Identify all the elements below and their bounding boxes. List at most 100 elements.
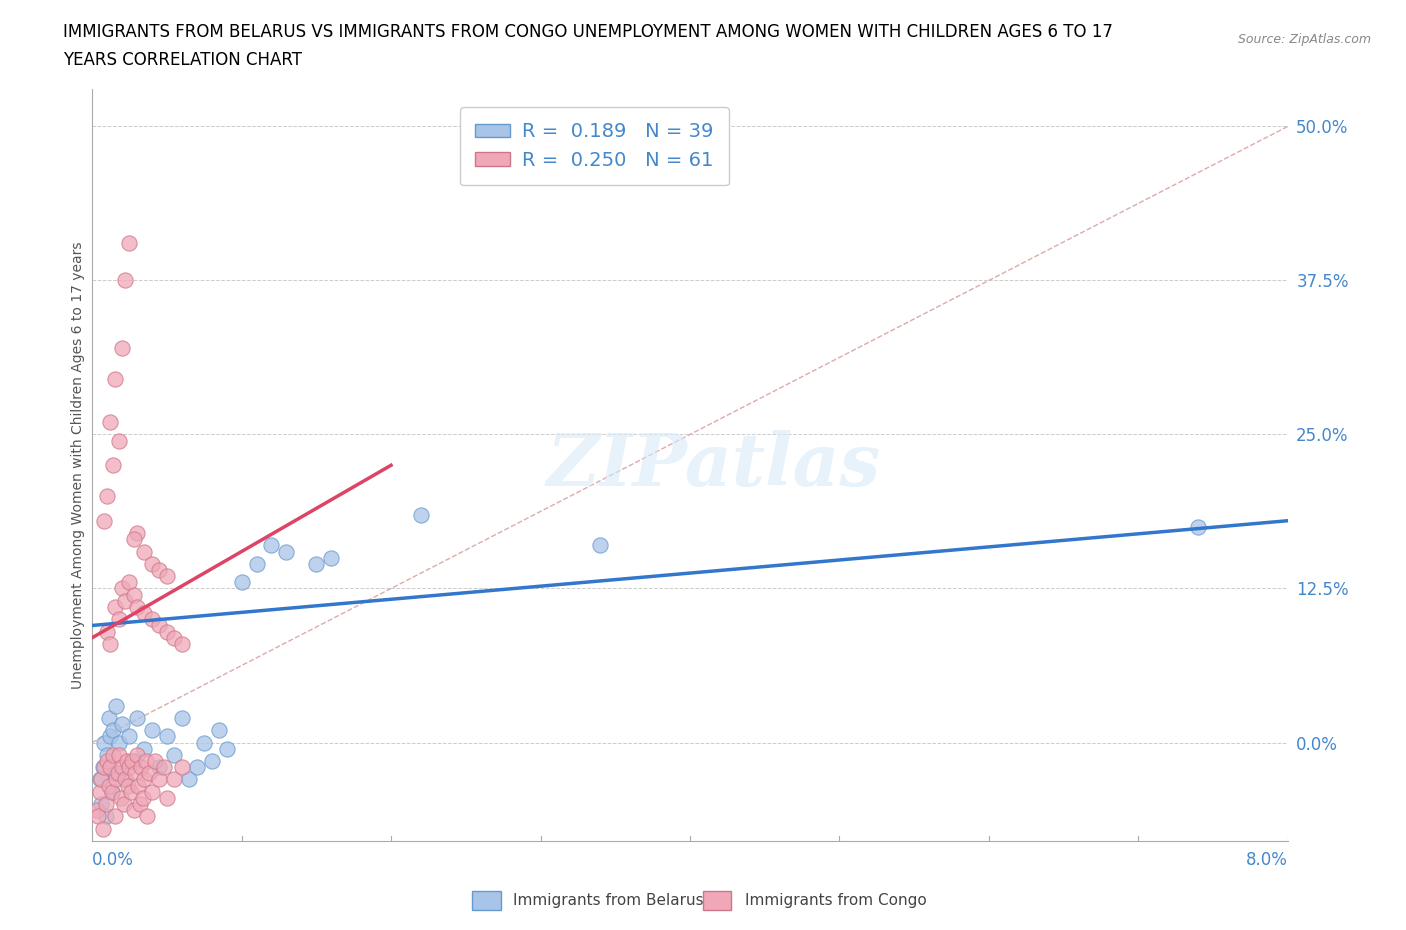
Point [97, 711, 120, 725]
Point [163, 631, 186, 645]
Legend: R =  0.189   N = 39, R =  0.250   N = 61: R = 0.189 N = 39, R = 0.250 N = 61 [460, 107, 728, 185]
Point [89, 772, 111, 787]
Point [231, 575, 253, 590]
Point [141, 612, 163, 627]
Point [122, 587, 145, 602]
Point [110, 790, 132, 805]
Point [131, 760, 153, 775]
Point [94, 797, 117, 812]
Point [103, 372, 125, 387]
Point [122, 803, 145, 817]
Point [105, 772, 128, 787]
Point [138, 766, 160, 781]
Point [124, 766, 146, 781]
Point [125, 711, 148, 725]
Point [114, 772, 136, 787]
Point [108, 735, 131, 750]
Point [98, 636, 121, 651]
Point [101, 748, 124, 763]
Point [98, 729, 121, 744]
Point [156, 569, 179, 584]
Point [101, 723, 124, 737]
Point [156, 790, 179, 805]
Point [91, 760, 114, 775]
Point [134, 772, 156, 787]
Point [96, 624, 118, 639]
Point [127, 778, 149, 793]
Point [136, 809, 159, 824]
Y-axis label: Unemployment Among Women with Children Ages 6 to 17 years: Unemployment Among Women with Children A… [72, 242, 86, 689]
Point [87, 809, 110, 824]
Point [105, 698, 128, 713]
Point [93, 760, 115, 775]
Point [114, 273, 136, 288]
Point [101, 458, 124, 472]
Point [141, 723, 163, 737]
Point [409, 507, 432, 522]
Point [170, 636, 193, 651]
Point [103, 809, 125, 824]
Point [156, 729, 179, 744]
Point [93, 513, 115, 528]
Point [86, 803, 108, 817]
Point [148, 563, 170, 578]
Point [141, 784, 163, 799]
Point [148, 618, 170, 633]
Point [121, 753, 143, 768]
Point [215, 741, 238, 756]
Point [114, 593, 136, 608]
Point [148, 760, 170, 775]
Point [94, 809, 117, 824]
Point [132, 790, 155, 805]
Point [91, 821, 114, 836]
Point [118, 236, 141, 251]
Point [179, 772, 201, 787]
Point [98, 415, 121, 430]
Point [108, 612, 131, 627]
Point [245, 556, 267, 571]
Point [589, 538, 612, 552]
Point [193, 735, 215, 750]
Point [93, 735, 115, 750]
Text: Immigrants from Belarus: Immigrants from Belarus [513, 893, 704, 908]
Point [118, 760, 141, 775]
Point [170, 711, 193, 725]
Point [201, 753, 224, 768]
Point [111, 760, 134, 775]
Point [108, 433, 131, 448]
Point [108, 748, 131, 763]
Point [90, 772, 112, 787]
Point [135, 753, 157, 768]
Point [97, 778, 120, 793]
Point [100, 784, 122, 799]
Point [129, 797, 152, 812]
Point [103, 766, 125, 781]
Point [103, 600, 125, 615]
Point [186, 760, 208, 775]
Point [141, 556, 163, 571]
Point [148, 772, 170, 787]
Point [100, 784, 122, 799]
Point [111, 581, 134, 596]
Point [134, 741, 156, 756]
Point [125, 748, 148, 763]
Point [156, 624, 179, 639]
Point [134, 544, 156, 559]
Text: 8.0%: 8.0% [1246, 851, 1288, 869]
Text: Immigrants from Congo: Immigrants from Congo [745, 893, 927, 908]
Point [125, 600, 148, 615]
Point [143, 753, 166, 768]
Text: YEARS CORRELATION CHART: YEARS CORRELATION CHART [63, 51, 302, 69]
Point [90, 797, 112, 812]
Point [118, 575, 141, 590]
Point [163, 772, 186, 787]
Point [111, 340, 134, 355]
Point [118, 729, 141, 744]
Point [321, 551, 343, 565]
Point [114, 772, 136, 787]
Point [111, 717, 134, 732]
Point [122, 753, 145, 768]
Point [96, 748, 118, 763]
Text: 0.0%: 0.0% [93, 851, 134, 869]
Point [260, 538, 283, 552]
